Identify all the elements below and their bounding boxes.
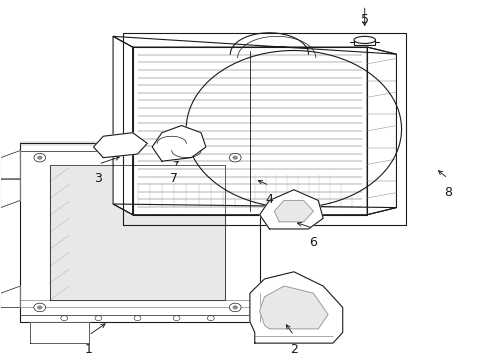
Circle shape — [34, 153, 46, 162]
Polygon shape — [20, 143, 260, 322]
Polygon shape — [250, 272, 343, 343]
Polygon shape — [133, 47, 367, 215]
Circle shape — [61, 316, 68, 321]
Polygon shape — [0, 179, 20, 208]
Circle shape — [233, 156, 238, 159]
Circle shape — [34, 303, 46, 312]
Polygon shape — [113, 204, 396, 215]
Text: 7: 7 — [170, 172, 178, 185]
Polygon shape — [260, 190, 323, 229]
Polygon shape — [123, 33, 406, 225]
Polygon shape — [274, 201, 314, 222]
Polygon shape — [367, 47, 396, 215]
Polygon shape — [30, 322, 89, 343]
Polygon shape — [152, 126, 206, 161]
Polygon shape — [260, 286, 328, 329]
Circle shape — [134, 316, 141, 321]
Bar — [354, 40, 375, 45]
Text: 1: 1 — [85, 343, 93, 356]
Circle shape — [207, 316, 214, 321]
Circle shape — [233, 306, 238, 309]
Circle shape — [229, 303, 241, 312]
Circle shape — [95, 316, 102, 321]
Text: 6: 6 — [310, 236, 318, 249]
Text: 4: 4 — [266, 193, 273, 206]
Text: 5: 5 — [361, 13, 368, 26]
Text: 8: 8 — [444, 186, 452, 199]
Polygon shape — [94, 133, 147, 158]
Circle shape — [173, 316, 180, 321]
Ellipse shape — [354, 36, 375, 44]
Polygon shape — [113, 36, 133, 215]
Polygon shape — [0, 150, 20, 179]
Polygon shape — [0, 286, 20, 307]
Text: 3: 3 — [95, 172, 102, 185]
Circle shape — [229, 153, 241, 162]
Polygon shape — [113, 36, 396, 54]
Polygon shape — [49, 165, 225, 300]
Text: 2: 2 — [290, 343, 298, 356]
Circle shape — [37, 156, 42, 159]
Circle shape — [37, 306, 42, 309]
